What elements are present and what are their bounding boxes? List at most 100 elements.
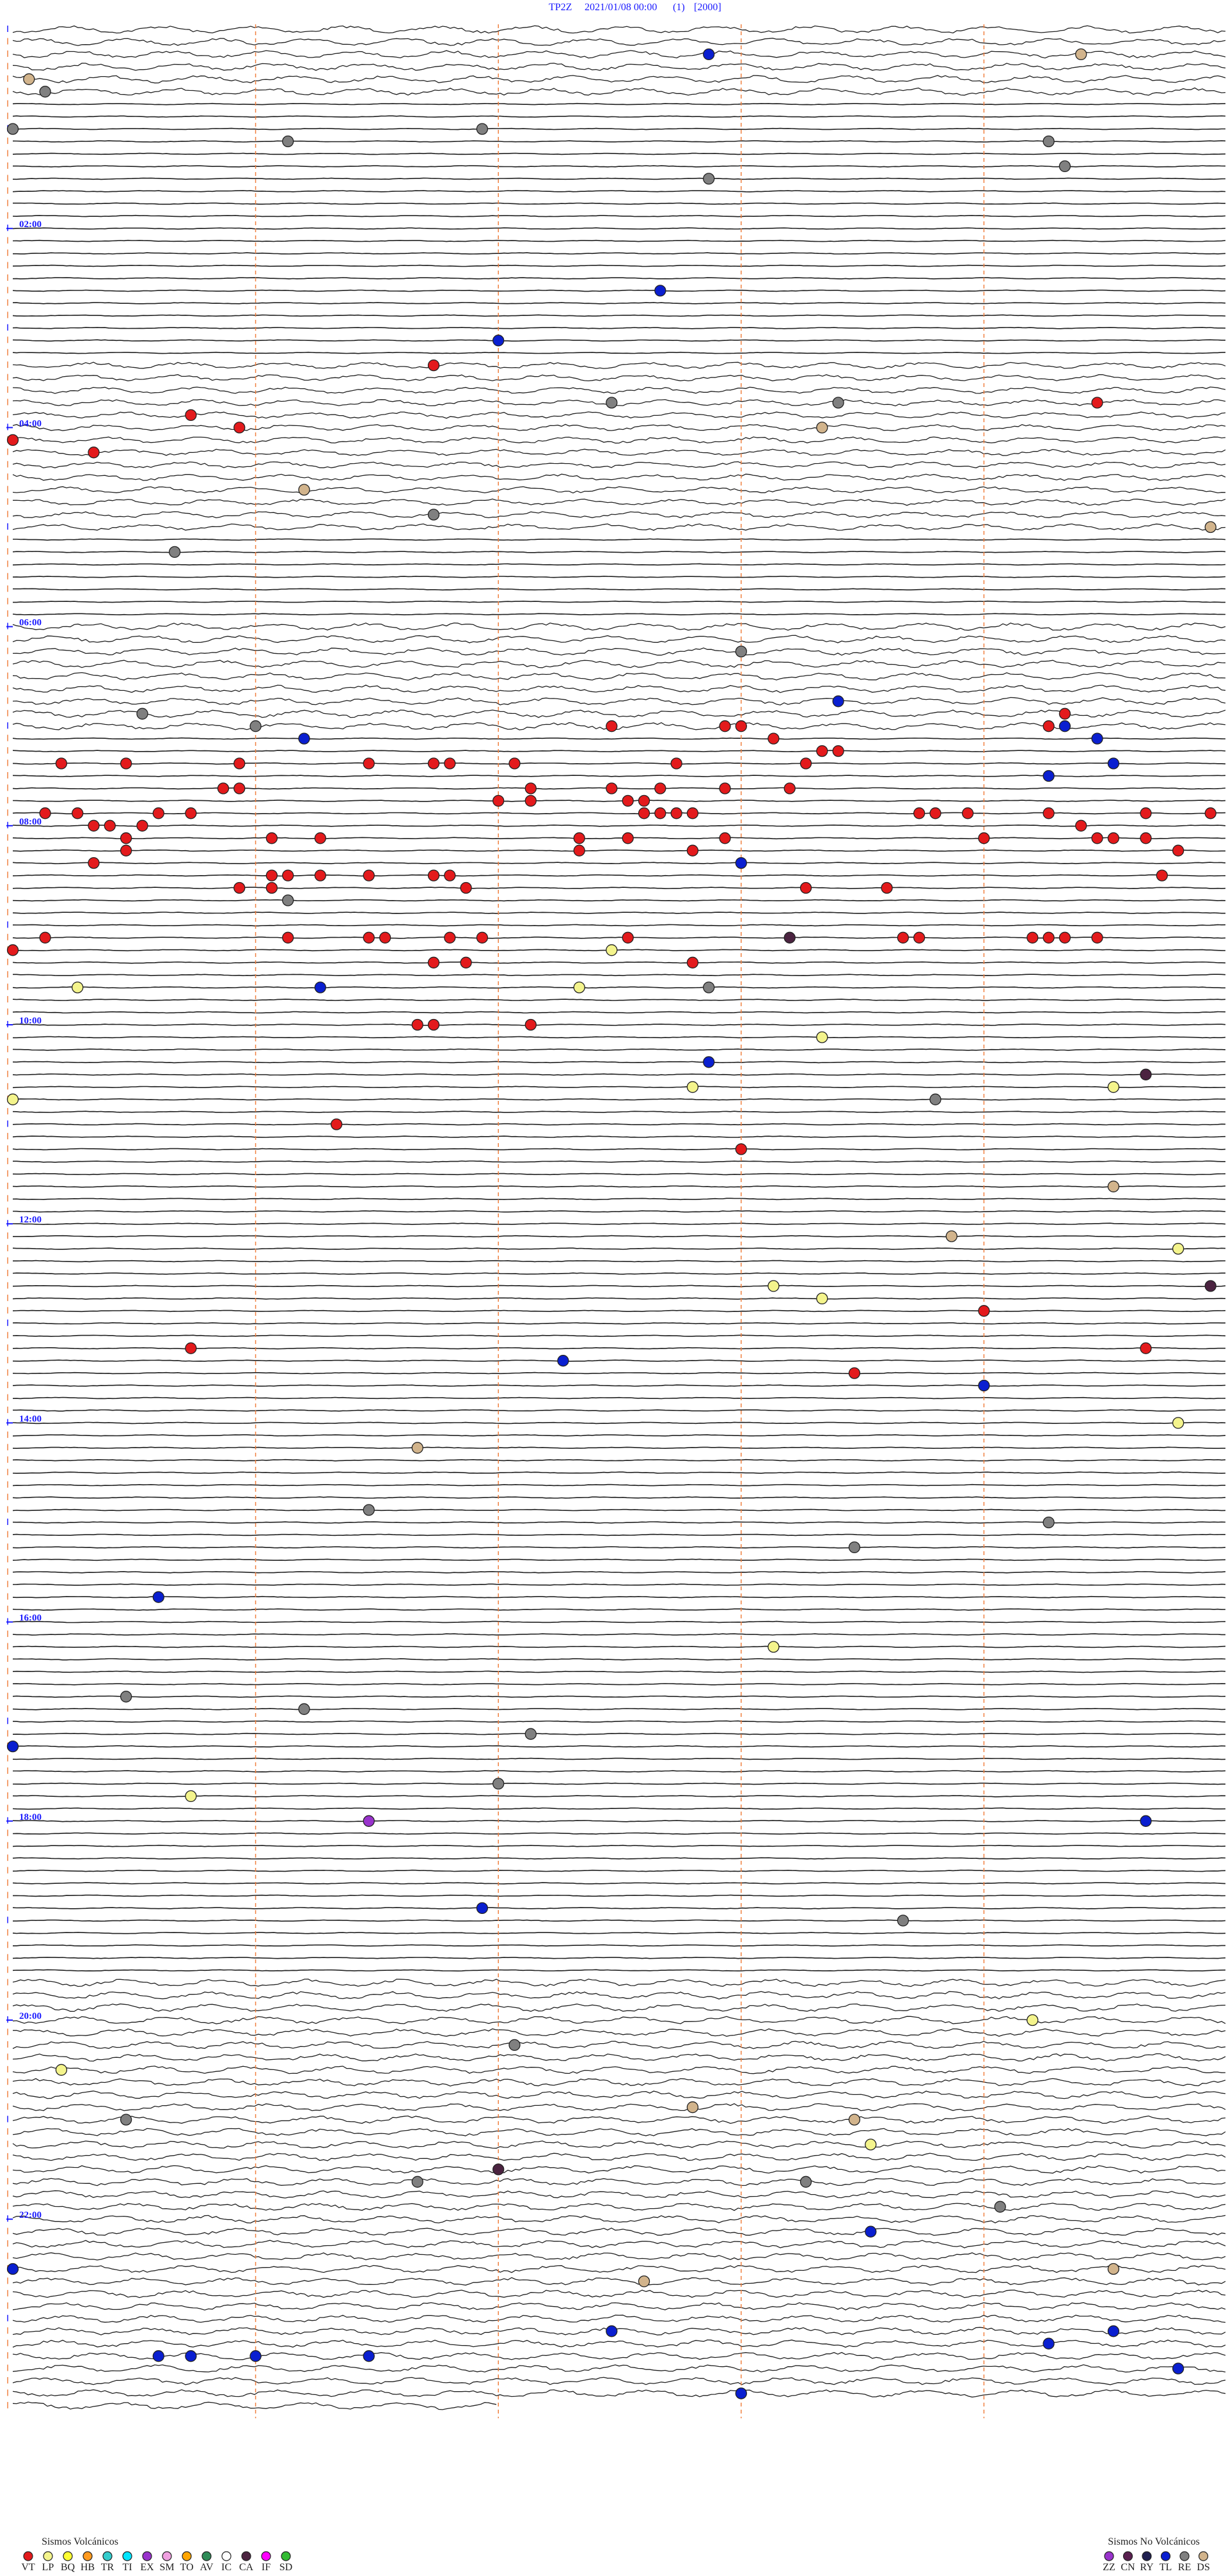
event xyxy=(1091,732,1103,745)
trace xyxy=(12,1608,1226,1611)
event xyxy=(670,757,682,770)
event xyxy=(88,819,100,832)
hour-label: 10:00 xyxy=(19,1016,42,1026)
trace xyxy=(12,899,1226,902)
trace xyxy=(12,351,1226,354)
trace xyxy=(12,1185,1226,1188)
legend-swatch xyxy=(241,2551,251,2561)
event xyxy=(492,794,505,807)
legend-swatch xyxy=(1198,2551,1209,2561)
trace xyxy=(12,473,1226,481)
event xyxy=(1059,931,1071,944)
legend-swatch xyxy=(1104,2551,1114,2561)
trace xyxy=(12,1384,1226,1387)
event xyxy=(929,1093,941,1105)
legend-code: RE xyxy=(1178,2562,1191,2573)
events xyxy=(6,48,1216,2399)
trace xyxy=(12,399,1226,407)
trace xyxy=(12,87,1226,96)
event xyxy=(233,782,246,794)
legend-code: TL xyxy=(1160,2562,1172,2573)
trace xyxy=(12,1795,1226,1798)
hour-label: 20:00 xyxy=(19,2011,42,2021)
trace xyxy=(12,1061,1225,1064)
trace xyxy=(12,1807,1226,1810)
trace xyxy=(12,1235,1226,1238)
event xyxy=(524,782,537,794)
event xyxy=(848,1367,861,1379)
trace xyxy=(12,2227,1226,2236)
event xyxy=(524,1728,537,1740)
traces xyxy=(12,25,1226,2410)
event xyxy=(1172,844,1185,857)
event xyxy=(1204,807,1216,819)
trace xyxy=(12,423,1226,431)
event xyxy=(1043,770,1055,782)
event xyxy=(1172,1417,1185,1429)
legend-code: SM xyxy=(159,2562,174,2573)
event xyxy=(363,1815,375,1827)
event xyxy=(767,732,780,745)
legend-code: TO xyxy=(180,2562,193,2573)
event xyxy=(55,757,68,770)
event xyxy=(1091,931,1103,944)
trace xyxy=(13,252,1226,255)
legend-code: DS xyxy=(1197,2562,1209,2573)
event xyxy=(185,409,197,422)
event xyxy=(265,832,278,844)
event xyxy=(767,1641,780,1653)
trace xyxy=(12,448,1226,456)
trace xyxy=(12,622,1226,631)
trace xyxy=(12,2302,1226,2311)
event xyxy=(1091,397,1103,409)
trace xyxy=(12,75,1226,84)
trace xyxy=(12,1197,1226,1201)
event xyxy=(670,807,682,819)
event xyxy=(816,1031,828,1043)
legend-code: TR xyxy=(101,2562,114,2573)
trace xyxy=(12,1284,1226,1288)
trace xyxy=(12,1247,1226,1250)
event xyxy=(799,881,812,894)
trace xyxy=(12,2153,1226,2161)
trace xyxy=(12,1048,1226,1051)
event xyxy=(606,2325,618,2337)
legend-code: TI xyxy=(122,2562,132,2573)
event xyxy=(314,832,326,844)
trace xyxy=(12,1931,1226,1934)
event xyxy=(492,2163,505,2176)
event xyxy=(686,1081,699,1093)
event xyxy=(152,807,164,819)
trace xyxy=(13,1944,1225,1947)
event xyxy=(6,944,19,956)
trace xyxy=(12,165,1226,168)
trace xyxy=(13,1160,1225,1163)
trace xyxy=(13,538,1226,541)
trace xyxy=(12,1670,1226,1673)
event xyxy=(120,844,132,857)
event xyxy=(1140,807,1152,819)
event xyxy=(444,869,456,881)
trace xyxy=(12,302,1226,304)
event xyxy=(1075,48,1087,61)
event xyxy=(686,956,699,968)
trace xyxy=(12,436,1226,444)
event xyxy=(1059,720,1071,732)
event xyxy=(557,1355,569,1367)
legend-swatch xyxy=(162,2551,172,2561)
trace xyxy=(12,1309,1226,1313)
event xyxy=(363,931,375,944)
trace xyxy=(12,2177,1226,2186)
event xyxy=(865,2225,877,2238)
trace xyxy=(12,1011,1226,1014)
event xyxy=(1043,135,1055,148)
trace xyxy=(12,1720,1226,1723)
datetime: 2021/01/08 00:00 xyxy=(585,2,657,13)
event xyxy=(719,720,731,732)
event xyxy=(703,173,715,185)
header: TP2Z 2021/01/08 00:00 (1) [2000] xyxy=(549,2,721,13)
trace xyxy=(12,874,1226,877)
trace xyxy=(12,912,1225,914)
trace xyxy=(12,190,1226,193)
legend-title: Sismos No Volcánicos xyxy=(1108,2536,1199,2547)
